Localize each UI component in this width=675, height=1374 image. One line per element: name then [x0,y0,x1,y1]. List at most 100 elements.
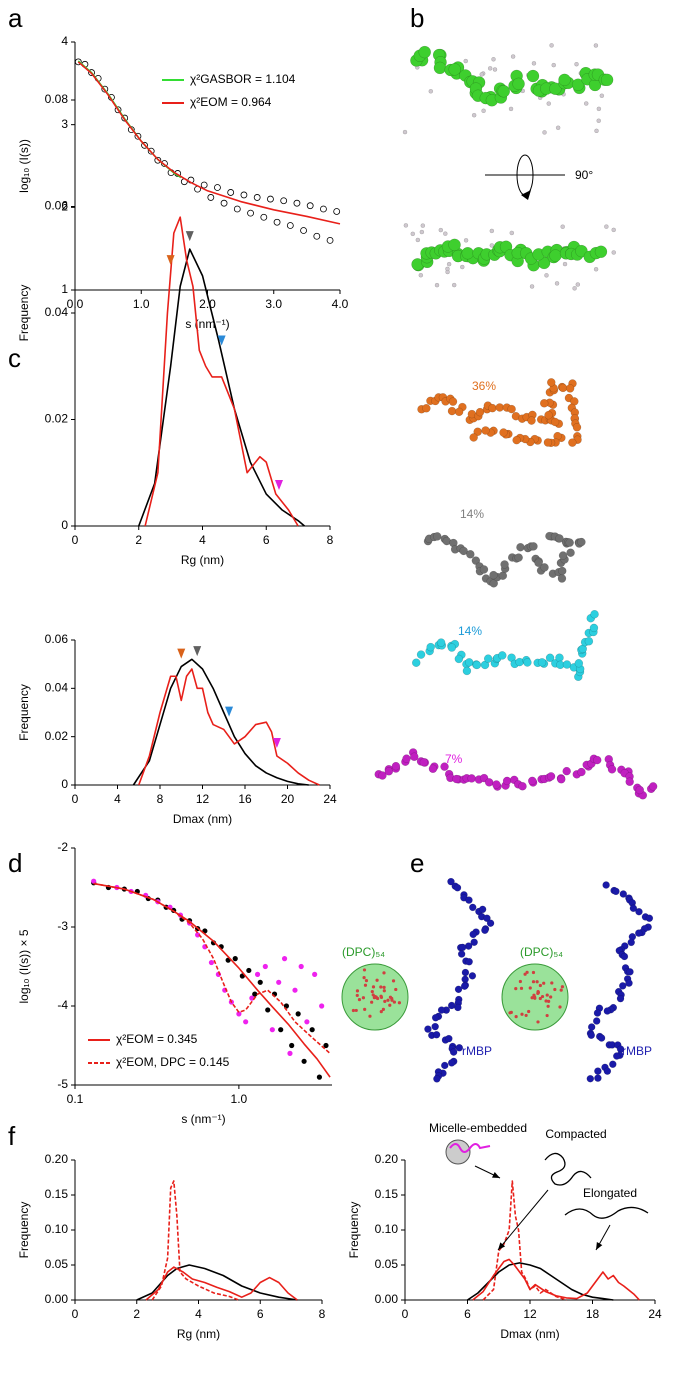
x-tick-label: 1.0 [231,1092,248,1106]
data-point [295,1011,301,1017]
molecule-bead [428,764,438,773]
micelle-atom [524,1013,528,1018]
solvent-dot [402,129,408,135]
x-axis-label: Rg (nm) [181,553,224,567]
ensemble-label: 7% [445,752,463,766]
molecule-bead [489,570,498,580]
molecule-bead [516,542,525,552]
molecule-bead [514,553,523,562]
y-tick-label: 0.10 [45,1222,69,1236]
rotation-symbol [485,154,565,200]
micelle-atom [547,999,551,1003]
molecule-bead [619,982,627,990]
panel-label: a [8,3,23,33]
data-point [287,1050,293,1057]
molecule-bead [607,765,617,774]
y-tick-label: 0.08 [45,92,69,106]
data-point [147,147,155,155]
elongated-icon [564,1206,649,1219]
data-line [132,658,309,786]
data-point [236,1011,242,1017]
panel-label: e [410,848,424,878]
solvent-dot [451,282,457,288]
data-point [273,218,281,226]
molecule-bead [454,654,464,664]
solvent-dot [549,43,554,48]
solvent-dot [460,264,465,270]
molecule-bead [440,1061,449,1070]
data-point [207,194,215,201]
data-point [306,202,314,210]
y-tick-label: 0.15 [45,1187,69,1201]
x-tick-label: 24 [323,792,337,806]
molecule-bead [426,642,435,652]
molecule-bead [410,752,419,762]
molecule-bead [645,914,654,922]
solvent-dot [611,227,616,233]
data-line [151,1180,239,1301]
solvent-dot [479,72,484,77]
x-tick-label: 24 [648,1307,662,1321]
x-axis-label: s (nm⁻¹) [181,1112,225,1126]
molecule-bead [447,406,457,416]
x-tick-label: 8 [319,1307,326,1321]
solvent-dot [403,223,409,228]
y-tick-label: 0.02 [45,412,69,426]
molecule-bead [500,560,509,569]
data-line [137,668,320,786]
data-point [260,213,268,221]
data-point [281,955,288,962]
molecule-bead [418,45,431,59]
x-tick-label: 2.0 [199,297,216,311]
solvent-dot [544,273,549,278]
molecule-bead [577,767,586,777]
data-point [316,1074,323,1080]
y-tick-label: -5 [57,1077,68,1091]
molecule-bead [453,883,462,892]
molecule-bead [466,550,475,559]
molecule-bead [447,1001,456,1010]
data-point [319,1003,325,1009]
solvent-dot [471,113,477,118]
micelle-atom [519,986,524,990]
molecule-bead [512,77,525,91]
data-point [293,199,301,207]
data-point [286,222,294,229]
legend-label: χ²EOM = 0.964 [190,95,272,109]
molecule-bead [528,776,537,786]
x-axis-label: Dmax (nm) [173,812,232,826]
data-point [91,878,97,884]
molecule-bead [492,780,501,789]
solvent-dot [560,224,565,229]
y-tick-label: 0.04 [45,305,69,319]
ensemble-marker [193,646,202,657]
y-tick-label: -4 [57,998,68,1012]
micelle-atom [371,985,376,989]
micelle-atom [362,975,366,980]
micelle-atom [550,981,554,985]
data-point [333,208,341,215]
molecule-bead [616,994,625,1003]
molecule-bead [484,778,494,787]
micelle-atom [509,1010,513,1014]
molecule-bead [440,762,449,771]
micelle-atom [382,985,386,989]
micelle-atom [536,991,540,995]
micelle-atom [536,1020,540,1024]
x-tick-label: 6 [464,1307,471,1321]
data-point [88,69,95,76]
molecule-bead [449,1048,458,1056]
molecule-bead [549,82,562,95]
molecule-bead [626,968,634,976]
x-axis-label: Rg (nm) [177,1327,220,1341]
molecule-bead [437,1006,446,1014]
data-point [227,189,235,196]
micelle-atom [546,1004,550,1008]
y-axis-label: log₁₀ (I(s)) [17,139,31,193]
data-point [262,963,268,970]
molecule-bead [489,579,498,588]
micelle-atom [388,1003,392,1007]
molecule-bead [589,623,599,633]
solvent-dot [487,66,493,71]
molecule-bead [590,609,599,619]
